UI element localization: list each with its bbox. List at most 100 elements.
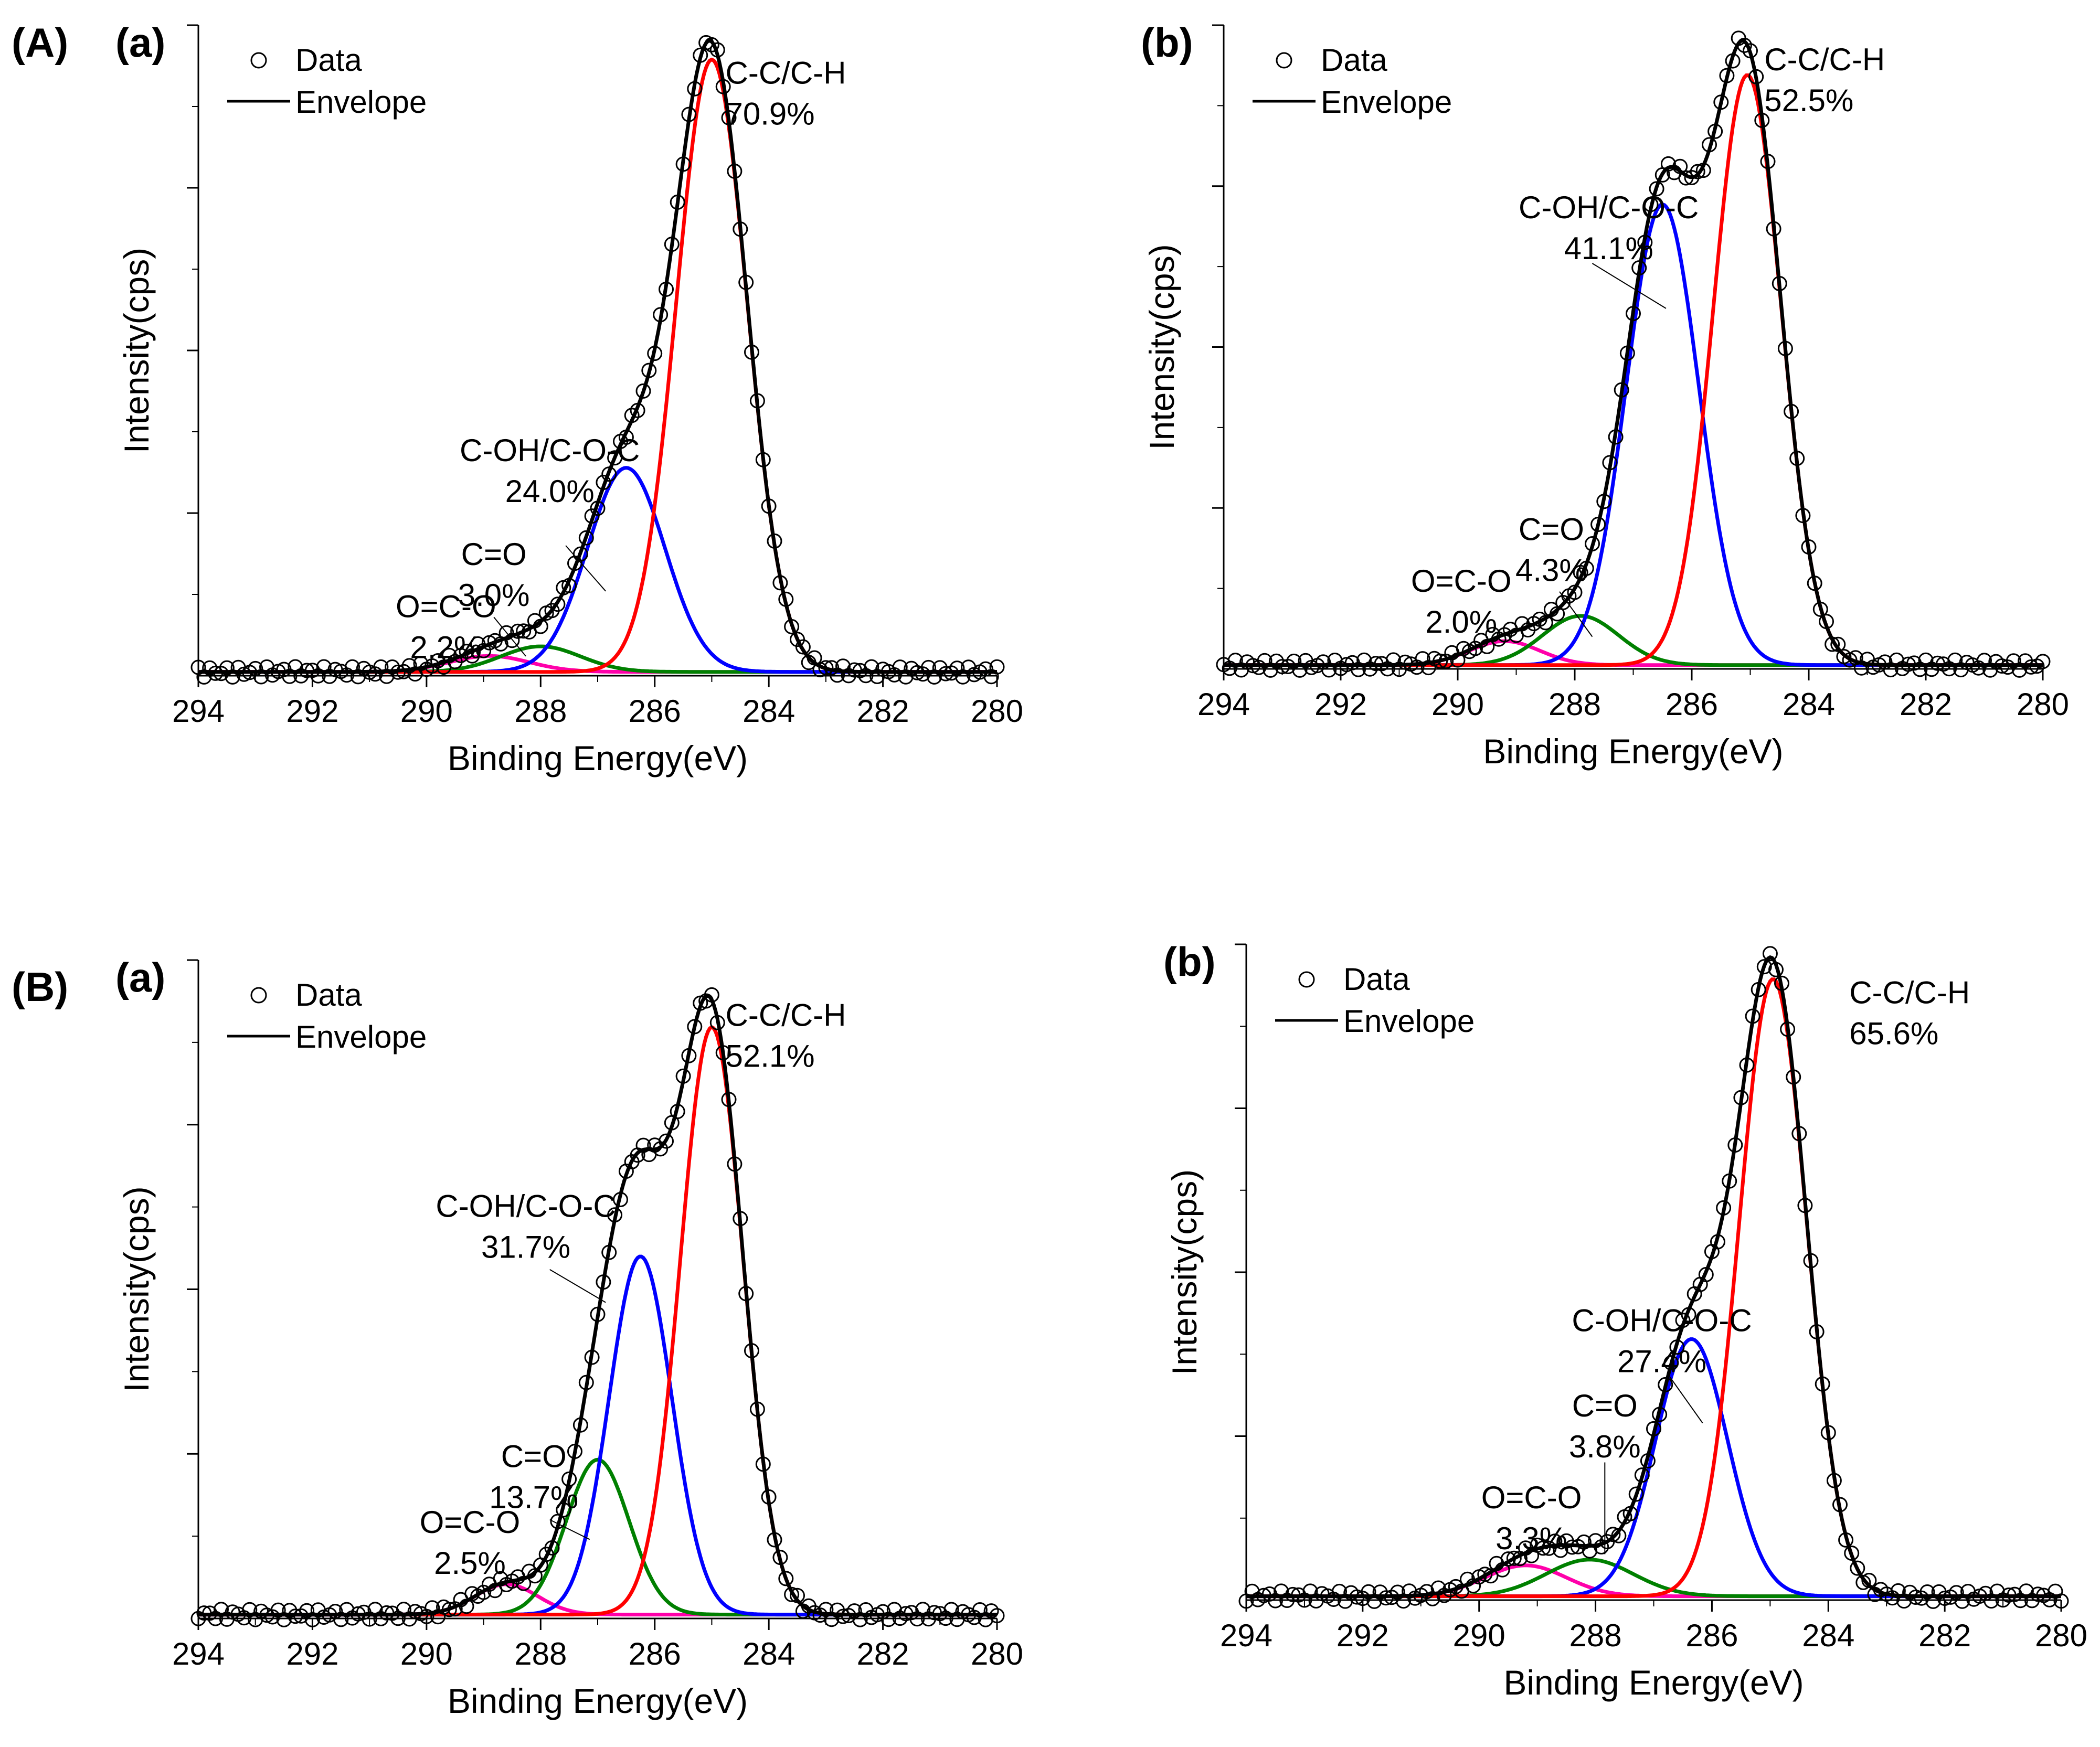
data-point — [202, 1605, 218, 1621]
data-point — [1748, 69, 1764, 84]
data-point — [1713, 94, 1729, 110]
data-point — [1743, 43, 1758, 59]
legend-envelope-label: Envelope — [295, 84, 427, 120]
data-point — [1707, 123, 1723, 139]
chart-panel: 294 292 290 288 286 284 282 280 Binding Energy(e… — [115, 954, 1023, 1720]
data-point — [1766, 221, 1781, 237]
data-point — [659, 281, 674, 297]
data-point — [715, 1045, 731, 1061]
data-point — [304, 663, 320, 678]
data-point — [1698, 1267, 1714, 1282]
data-point — [1631, 260, 1647, 276]
data-point — [778, 591, 794, 607]
data-point — [1819, 614, 1834, 630]
data-point — [425, 658, 440, 674]
data-point — [1795, 508, 1811, 524]
data-point — [584, 508, 600, 524]
data-point — [795, 1603, 811, 1619]
data-point — [790, 632, 805, 647]
data-point — [761, 1489, 777, 1505]
legend: Data Envelope — [227, 42, 427, 120]
data-point — [1820, 1425, 1836, 1441]
data-point — [1658, 1377, 1673, 1392]
data-point — [1768, 962, 1784, 977]
data-point — [561, 578, 577, 593]
data-point — [670, 1104, 685, 1120]
data-point — [1825, 636, 1840, 652]
peak-annotation: C-C/C-H — [726, 998, 846, 1033]
data-point — [949, 661, 965, 676]
x-tick-label: 292 — [286, 1636, 338, 1671]
data-point — [1628, 1486, 1644, 1502]
data-point — [767, 533, 782, 549]
peak-annotation: C-OH/C-O-C — [436, 1188, 616, 1223]
panel-label: (a) — [115, 19, 165, 66]
data-point — [1535, 1540, 1551, 1556]
data-point — [675, 1068, 691, 1084]
data-point — [561, 1471, 577, 1487]
data-point — [1506, 1550, 1522, 1566]
data-point — [516, 623, 532, 639]
x-tick-label: 288 — [514, 694, 567, 729]
x-tick-label: 286 — [629, 1636, 681, 1671]
x-tick-label: 284 — [743, 1636, 795, 1671]
x-tick-label: 292 — [286, 694, 338, 729]
chart-panel: 294 292 290 288 286 284 282 280 Binding Energy(e… — [1163, 939, 2087, 1702]
data-point — [1537, 615, 1553, 631]
data-point — [2053, 1593, 2069, 1609]
data-point — [761, 498, 777, 514]
legend-envelope-label: Envelope — [295, 1019, 427, 1054]
x-tick-label: 294 — [172, 694, 225, 729]
x-tick-label: 282 — [857, 1636, 909, 1671]
data-point — [1646, 1421, 1661, 1436]
data-point — [1797, 1198, 1813, 1213]
data-point — [709, 42, 725, 58]
data-point — [858, 668, 874, 684]
data-point — [1710, 1234, 1725, 1250]
data-point — [721, 1092, 737, 1107]
peak-annotation: O=C-O — [420, 1505, 521, 1540]
envelope-curve — [1224, 38, 2043, 667]
peak-annotation: 2.2% — [410, 630, 482, 665]
data-point — [293, 1608, 309, 1624]
legend: Data Envelope — [227, 977, 427, 1054]
data-point — [1877, 654, 1893, 670]
data-point — [607, 450, 623, 466]
data-point — [738, 274, 754, 290]
legend-data-marker — [1298, 971, 1315, 988]
y-axis-title: Intensity(cps) — [117, 248, 156, 453]
data-point — [749, 393, 765, 409]
x-tick-label: 282 — [1918, 1618, 1971, 1653]
data-point — [214, 666, 229, 681]
data-point — [1754, 112, 1770, 128]
data-point — [755, 1456, 771, 1472]
data-point — [499, 625, 514, 641]
data-point — [1594, 1539, 1609, 1554]
data-point — [687, 1019, 703, 1035]
peak-annotation: O=C-O — [1481, 1480, 1582, 1515]
data-point — [967, 1610, 982, 1625]
data-point — [1596, 494, 1612, 509]
data-point — [749, 1401, 765, 1417]
data-point — [1518, 1540, 1533, 1556]
x-tick-label: 284 — [743, 694, 795, 729]
data-point — [1756, 959, 1772, 975]
x-tick-label: 282 — [857, 694, 909, 729]
data-point — [635, 383, 651, 399]
x-tick-label: 288 — [1569, 1618, 1622, 1653]
data-point — [1745, 1008, 1760, 1024]
data-point — [1567, 584, 1583, 600]
x-tick-label: 292 — [1314, 687, 1367, 722]
annotation-leader-line — [1559, 591, 1593, 637]
data-point — [1605, 1527, 1621, 1542]
panel-label: (a) — [115, 954, 165, 1000]
data-point — [1803, 1253, 1819, 1269]
data-point — [681, 1048, 697, 1063]
peak-annotation: 52.1% — [726, 1039, 815, 1074]
peak-annotation: C-C/C-H — [1764, 42, 1885, 77]
data-point — [1678, 170, 1694, 186]
data-point — [1791, 1126, 1807, 1142]
data-point — [601, 1244, 617, 1260]
data-point — [1608, 429, 1624, 445]
